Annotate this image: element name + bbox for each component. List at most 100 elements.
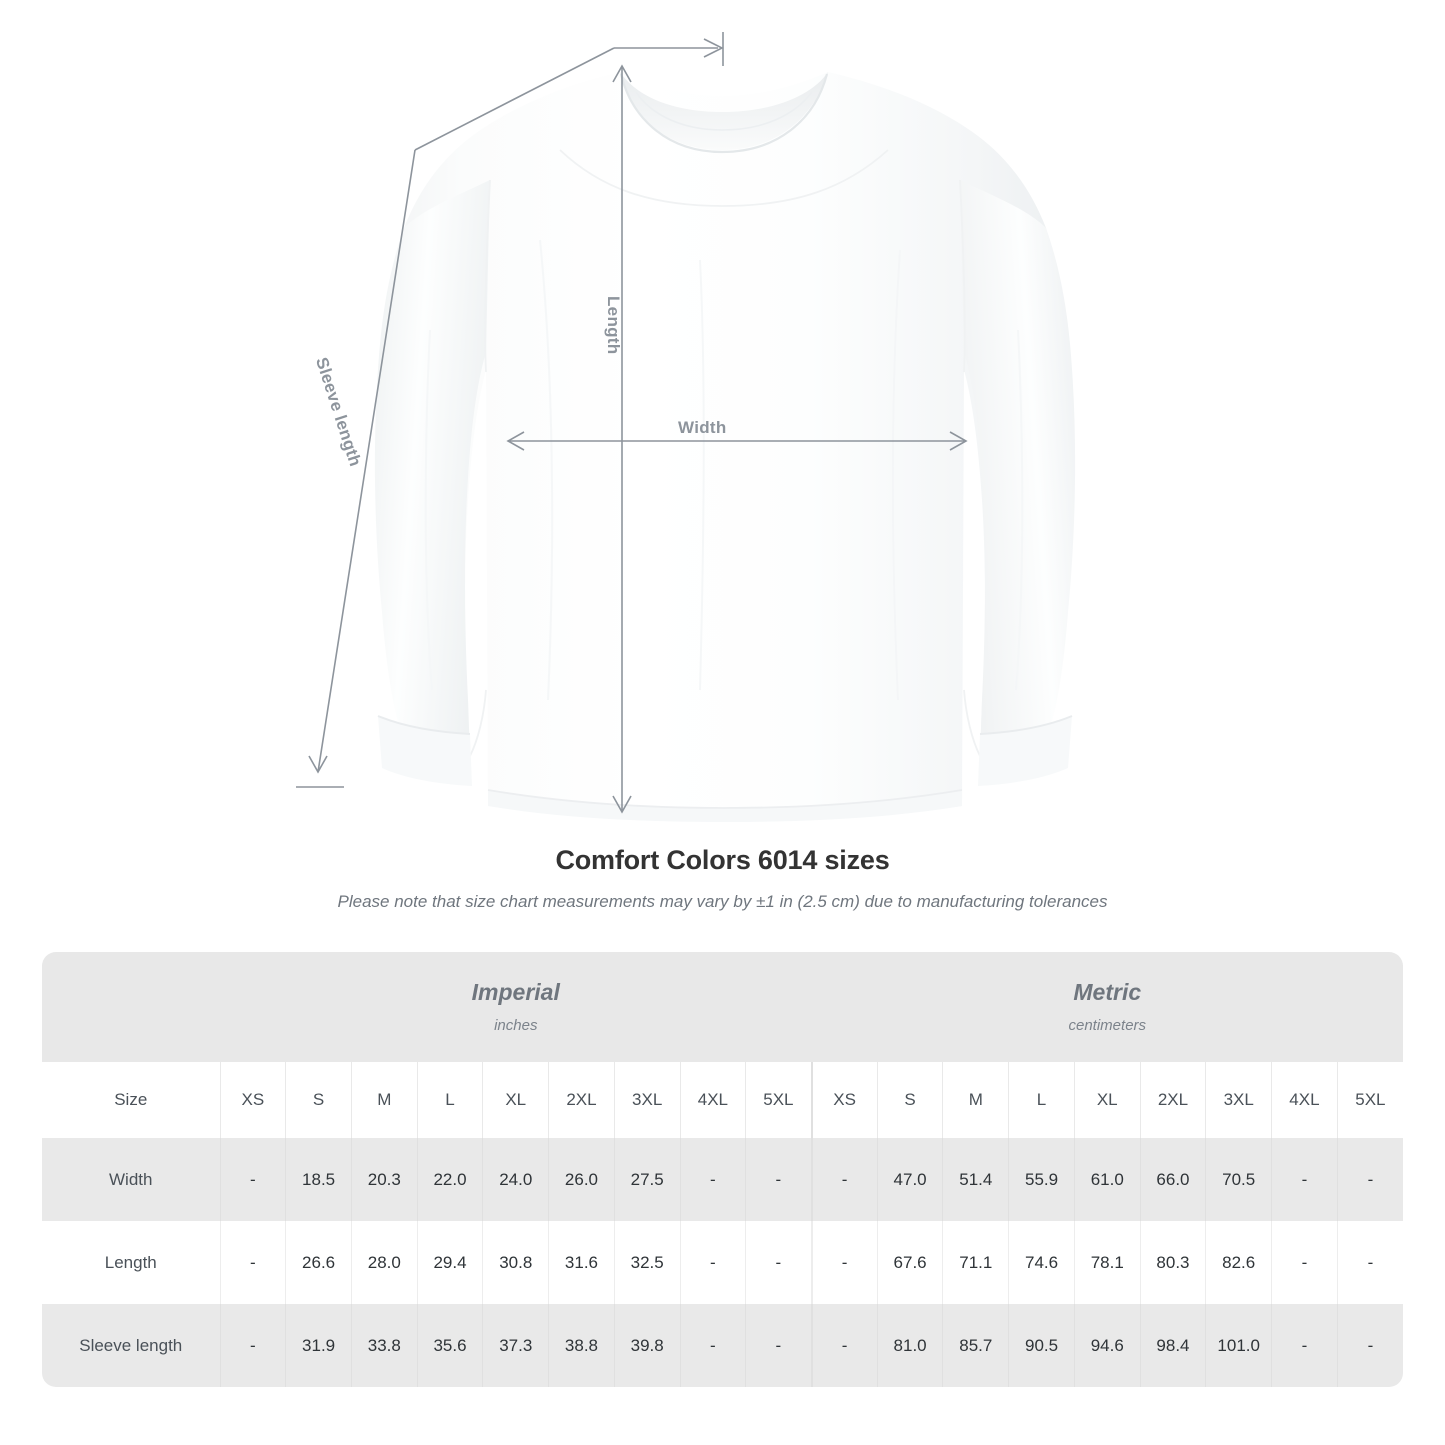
cell-imperial: 24.0 [482, 1138, 549, 1221]
cell-metric: 82.6 [1205, 1221, 1272, 1304]
shirt-body [374, 72, 1076, 820]
cell-metric: 98.4 [1139, 1304, 1206, 1387]
cell-metric: 80.3 [1139, 1221, 1206, 1304]
cell-imperial: 29.4 [416, 1221, 483, 1304]
cell-imperial: 22.0 [416, 1138, 483, 1221]
cell-imperial: 31.9 [285, 1304, 352, 1387]
table-row: Width -18.5 20.3 22.0 24.0 26.0 27.5- - -47.0 51.… [42, 1138, 1404, 1221]
cell-imperial: - [745, 1304, 812, 1387]
size-column-header-l-imperial[interactable]: L [416, 1062, 483, 1138]
size-column-header-m-imperial[interactable]: M [350, 1062, 418, 1138]
cell-metric: 47.0 [876, 1138, 943, 1221]
length-label: Length [604, 296, 623, 355]
size-column-header-5xl-metric[interactable]: 5XL [1336, 1062, 1404, 1138]
fabric-folds [424, 239, 1024, 701]
cell-imperial: - [745, 1221, 812, 1304]
cell-metric: 67.6 [876, 1221, 943, 1304]
cell-imperial: 28.0 [350, 1221, 418, 1304]
cell-imperial: - [745, 1138, 812, 1221]
size-chart-table: Imperial inches Metric centimeters Size XS S M L… [42, 952, 1404, 1387]
size-diagram: Length Width Sleeve length [296, 32, 1076, 822]
page-title: Comfort Colors 6014 sizes [555, 845, 890, 875]
tolerance-note: Please note that size chart measurements… [337, 892, 1108, 911]
table-row: Sleeve length -31.9 33.8 35.6 37.3 38.8 39.8- -… [42, 1304, 1404, 1387]
sleeve-length-dimension-line [296, 32, 724, 788]
cell-imperial: 20.3 [350, 1138, 418, 1221]
size-column-header-5xl-imperial[interactable]: 5XL [745, 1062, 812, 1138]
cell-metric: - [1336, 1221, 1404, 1304]
unit-group-name: Metric [1073, 978, 1142, 1005]
shirt-collar [619, 72, 829, 154]
size-column-header-s-imperial[interactable]: S [285, 1062, 352, 1138]
size-column-header-xl-imperial[interactable]: XL [482, 1062, 549, 1138]
shirt-seams [469, 149, 981, 757]
width-dimension-line [506, 431, 968, 451]
cell-metric: 81.0 [876, 1304, 943, 1387]
cell-imperial: 37.3 [482, 1304, 549, 1387]
cell-imperial: 31.6 [548, 1221, 615, 1304]
measurement-lines [296, 32, 968, 814]
cell-imperial: 32.5 [613, 1221, 681, 1304]
cell-metric: 61.0 [1073, 1138, 1141, 1221]
cell-imperial: 33.8 [350, 1304, 418, 1387]
table-row: Length -26.6 28.0 29.4 30.8 31.6 32.5- - -67.6 71… [42, 1221, 1404, 1304]
cell-imperial: 30.8 [482, 1221, 549, 1304]
cell-metric: - [810, 1221, 878, 1304]
cell-metric: 74.6 [1008, 1221, 1075, 1304]
size-column-header-s-metric[interactable]: S [876, 1062, 943, 1138]
cell-metric: - [1336, 1304, 1404, 1387]
unit-group-name: Imperial [471, 978, 560, 1005]
cell-metric: 71.1 [942, 1221, 1009, 1304]
cell-metric: - [1271, 1304, 1338, 1387]
cell-metric: - [810, 1304, 878, 1387]
size-column-header-l-metric[interactable]: L [1008, 1062, 1075, 1138]
cell-metric: - [1271, 1138, 1338, 1221]
cell-imperial: 26.6 [285, 1221, 352, 1304]
cell-imperial: 18.5 [285, 1138, 352, 1221]
title-block: Comfort Colors 6014 sizes Please note th… [0, 845, 1445, 912]
shirt-hem [487, 789, 963, 822]
length-dimension-line [612, 64, 632, 814]
size-column-header-2xl-imperial[interactable]: 2XL [548, 1062, 615, 1138]
cell-imperial: - [219, 1138, 286, 1221]
cell-metric: 70.5 [1205, 1138, 1272, 1221]
cell-metric: 90.5 [1008, 1304, 1075, 1387]
size-column-header-2xl-metric[interactable]: 2XL [1139, 1062, 1206, 1138]
shirt-cuffs [377, 715, 1073, 786]
size-column-header-3xl-imperial[interactable]: 3XL [613, 1062, 681, 1138]
cell-imperial: - [679, 1138, 746, 1221]
size-column-header-xs-metric[interactable]: XS [810, 1062, 878, 1138]
cell-metric: 85.7 [942, 1304, 1009, 1387]
size-column-header-m-metric[interactable]: M [942, 1062, 1009, 1138]
cell-metric: 55.9 [1008, 1138, 1075, 1221]
cell-imperial: 39.8 [613, 1304, 681, 1387]
row-header-sleeve-length: Sleeve length [42, 1304, 220, 1387]
unit-group-metric: Metric centimeters [811, 952, 1404, 1062]
unit-group-subtitle: centimeters [1068, 1017, 1147, 1035]
shirt-illustration [296, 32, 1076, 822]
size-column-header-4xl-metric[interactable]: 4XL [1271, 1062, 1338, 1138]
size-column-header-4xl-imperial[interactable]: 4XL [679, 1062, 746, 1138]
size-header-row: Size XS S M L XL 2XL 3XL 4XL 5XL XS S M L XL 2XL 3XL 4XL 5… [42, 1062, 1404, 1138]
size-column-header-xl-metric[interactable]: XL [1073, 1062, 1141, 1138]
size-header-label: Size [42, 1062, 220, 1138]
cell-metric: 101.0 [1205, 1304, 1272, 1387]
size-column-header-3xl-metric[interactable]: 3XL [1205, 1062, 1272, 1138]
cell-metric: 66.0 [1139, 1138, 1206, 1221]
cell-metric: 78.1 [1073, 1221, 1141, 1304]
cell-metric: - [810, 1138, 878, 1221]
cell-imperial: 38.8 [548, 1304, 615, 1387]
width-label: Width [678, 418, 727, 437]
cell-imperial: - [219, 1304, 286, 1387]
cell-imperial: - [219, 1221, 286, 1304]
cell-metric: - [1336, 1138, 1404, 1221]
size-column-header-xs-imperial[interactable]: XS [219, 1062, 286, 1138]
row-header-width: Width [42, 1138, 220, 1221]
cell-imperial: 26.0 [548, 1138, 615, 1221]
cell-metric: 94.6 [1073, 1304, 1141, 1387]
size-chart-table-wrapper: Imperial inches Metric centimeters Size XS S M L… [42, 952, 1404, 1387]
cell-imperial: - [679, 1304, 746, 1387]
row-header-length: Length [42, 1221, 220, 1304]
unit-group-subtitle: inches [494, 1017, 538, 1035]
cell-metric: - [1271, 1221, 1338, 1304]
